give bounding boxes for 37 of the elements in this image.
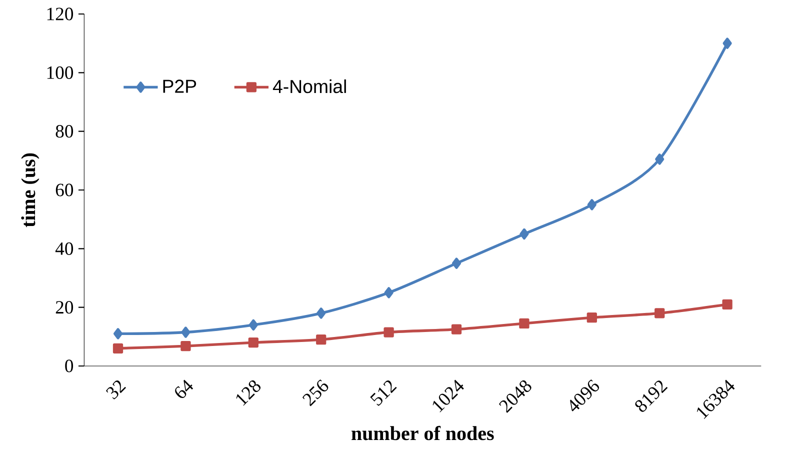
x-tick-label: 128 — [236, 380, 261, 406]
x-tick-label: 256 — [302, 379, 328, 406]
point — [384, 287, 394, 298]
point — [181, 326, 190, 338]
y-tick-label: 120 — [47, 8, 74, 20]
point — [451, 324, 462, 334]
point — [384, 327, 394, 338]
point — [722, 299, 732, 310]
point — [520, 228, 529, 240]
legend-label: 4-Nomial — [272, 79, 346, 94]
point — [586, 312, 597, 323]
x-tick-label: 32 — [106, 380, 126, 400]
y-tick-label: 0 — [65, 360, 74, 372]
y-tick-label: 40 — [55, 242, 74, 255]
y-axis-title: time (us) — [21, 153, 40, 228]
x-tick-label: 8192 — [635, 380, 668, 412]
point — [113, 328, 123, 340]
point — [654, 308, 665, 318]
x-axis-title: number of nodes — [352, 426, 494, 440]
y-tick-label: 60 — [56, 184, 74, 196]
point — [316, 334, 326, 345]
point — [519, 318, 530, 329]
point — [452, 258, 462, 269]
point — [722, 38, 732, 49]
point — [316, 308, 326, 319]
point — [180, 340, 191, 352]
point — [587, 199, 596, 210]
y-tick-label: 100 — [47, 66, 74, 79]
point — [112, 343, 124, 354]
point — [655, 154, 664, 165]
point — [248, 319, 258, 331]
point — [248, 337, 258, 348]
y-tick-label: 80 — [56, 125, 74, 138]
x-tick-label: 64 — [175, 380, 194, 398]
legend-label: P2P — [163, 80, 196, 93]
x-tick-label: 512 — [370, 380, 397, 406]
y-tick-label: 20 — [56, 301, 74, 314]
